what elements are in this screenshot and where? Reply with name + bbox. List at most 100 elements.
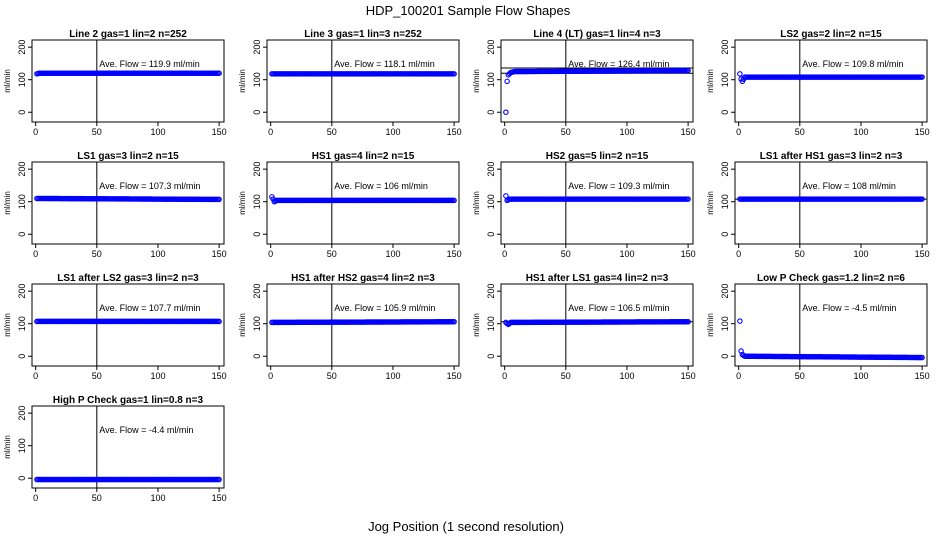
x-tick-label: 50 [327,249,337,259]
y-tick-label: 100 [252,72,262,87]
chart-panel: HS1 gas=4 lin=2 n=15 0 50 100 150 0 100 200 ml/m… [238,151,462,259]
y-axis-label: ml/min [238,69,247,93]
x-tick-label: 0 [33,249,38,259]
x-tick-label: 100 [150,493,165,503]
average-flow-annotation: Ave. Flow = 106.5 ml/min [568,303,669,313]
panel-title: LS1 after LS2 gas=3 lin=2 n=3 [57,273,199,284]
x-tick-label: 100 [619,127,634,137]
chart-panel: Line 2 gas=1 lin=2 n=252 0 50 100 150 0 100 200… [3,29,227,137]
panel-title: HS1 after HS2 gas=4 lin=2 n=3 [291,273,435,284]
x-tick-label: 150 [915,249,930,259]
panel-title: LS1 after HS1 gas=3 lin=2 n=3 [760,151,903,162]
y-tick-label: 0 [17,354,27,359]
y-tick-label: 100 [17,72,27,87]
x-tick-label: 0 [33,371,38,381]
panel-title: HS2 gas=5 lin=2 n=15 [546,151,649,162]
data-series [34,318,222,325]
x-tick-label: 100 [150,127,165,137]
data-series [737,318,925,361]
panel-title: LS1 gas=3 lin=2 n=15 [77,151,179,162]
y-tick-label: 0 [17,232,27,237]
y-tick-label: 100 [17,194,27,209]
y-axis-label: ml/min [238,313,247,337]
chart-panel: Low P Check gas=1.2 lin=2 n=6 0 50 100 150 0 1… [706,273,930,381]
y-tick-label: 0 [720,354,730,359]
x-tick-label: 0 [736,371,741,381]
y-tick-label: 0 [720,232,730,237]
data-series [34,476,222,483]
x-tick-label: 100 [385,249,400,259]
panel-title: Line 4 (LT) gas=1 lin=4 n=3 [533,29,661,40]
x-tick-label: 150 [447,127,462,137]
data-point [685,196,691,202]
plot-frame [31,39,225,123]
y-tick-label: 200 [17,284,27,299]
x-tick-label: 150 [447,249,462,259]
average-flow-annotation: Ave. Flow = -4.4 ml/min [99,425,193,435]
y-tick-label: 200 [252,40,262,55]
chart-panel: HS2 gas=5 lin=2 n=15 0 50 100 150 0 100 200 ml/m… [472,151,696,259]
x-tick-label: 0 [736,127,741,137]
chart-panel: LS2 gas=2 lin=2 n=15 0 50 100 150 0 100 200 ml/m… [706,29,930,137]
x-tick-label: 150 [212,127,227,137]
y-tick-label: 200 [720,162,730,177]
x-tick-label: 50 [561,371,571,381]
plot-frame [266,39,460,123]
x-tick-label: 50 [327,371,337,381]
plot-frame [31,161,225,245]
average-flow-annotation: Ave. Flow = 106 ml/min [334,181,428,191]
y-tick-label: 200 [17,40,27,55]
data-series [34,70,222,77]
y-tick-label: 200 [17,406,27,421]
y-tick-label: 100 [17,316,27,331]
y-axis-label: ml/min [706,191,715,215]
average-flow-annotation: Ave. Flow = -4.5 ml/min [802,303,896,313]
plot-frame [500,283,694,367]
y-axis-label: ml/min [472,69,481,93]
y-tick-label: 0 [720,110,730,115]
chart-panel: Line 3 gas=1 lin=3 n=252 0 50 100 150 0 100 200… [238,29,462,137]
x-tick-label: 100 [853,371,868,381]
x-tick-label: 0 [736,249,741,259]
data-point [504,78,510,85]
average-flow-annotation: Ave. Flow = 118.1 ml/min [334,59,434,69]
x-tick-label: 150 [447,371,462,381]
average-flow-annotation: Ave. Flow = 109.8 ml/min [802,59,903,69]
y-tick-label: 200 [486,162,496,177]
y-tick-label: 0 [17,110,27,115]
plot-frame [734,283,928,367]
x-tick-label: 100 [150,371,165,381]
y-tick-label: 0 [252,354,262,359]
chart-panel: Line 4 (LT) gas=1 lin=4 n=3 0 50 100 150 0 100… [472,29,696,137]
average-flow-annotation: Ave. Flow = 105.9 ml/min [334,303,435,313]
x-tick-label: 50 [795,371,805,381]
chart-panel: High P Check gas=1 lin=0.8 n=3 0 50 100 150 0… [3,395,227,503]
y-axis-label: ml/min [706,313,715,337]
x-tick-label: 150 [212,371,227,381]
y-tick-label: 200 [486,40,496,55]
data-point [503,109,509,115]
x-tick-label: 50 [327,127,337,137]
x-tick-label: 150 [681,249,696,259]
y-tick-label: 0 [486,354,496,359]
x-tick-label: 50 [795,249,805,259]
x-tick-label: 100 [619,371,634,381]
data-point [216,318,222,325]
panels: Line 2 gas=1 lin=2 n=252 0 50 100 150 0 100 200… [3,29,930,503]
plot-frame [266,283,460,367]
x-tick-label: 50 [92,493,102,503]
chart-panel: LS1 after HS1 gas=3 lin=2 n=3 0 50 100 150 0 1… [706,151,930,259]
figure-xlabel: Jog Position (1 second resolution) [368,519,564,534]
figure-title: HDP_100201 Sample Flow Shapes [366,3,571,18]
panel-title: High P Check gas=1 lin=0.8 n=3 [53,395,204,406]
data-series [503,193,691,204]
average-flow-annotation: Ave. Flow = 126.4 ml/min [568,59,669,69]
y-tick-label: 100 [720,316,730,331]
x-tick-label: 0 [33,493,38,503]
y-tick-label: 0 [17,476,27,481]
y-tick-label: 100 [252,194,262,209]
y-tick-label: 200 [486,284,496,299]
chart-panel: HS1 after LS1 gas=4 lin=2 n=3 0 50 100 150 0 1… [472,273,696,381]
x-tick-label: 150 [915,127,930,137]
data-series [269,194,457,205]
